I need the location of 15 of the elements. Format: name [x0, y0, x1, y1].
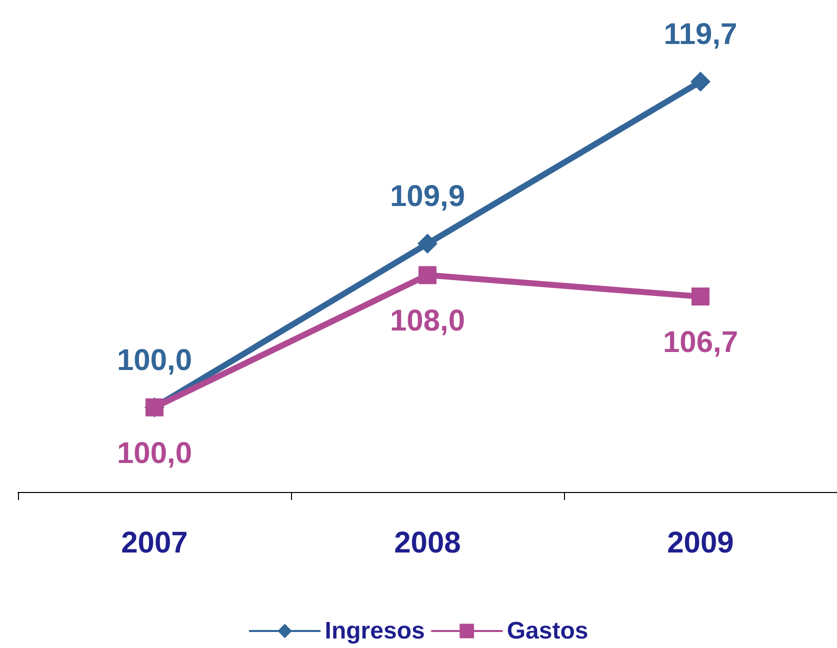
point — [690, 72, 710, 92]
point — [692, 288, 710, 306]
x-tick-label: 2009 — [667, 526, 734, 560]
x-tick-label: 2008 — [394, 526, 461, 560]
legend-label: Ingresos — [324, 618, 425, 644]
point — [418, 234, 438, 254]
data-label: 119,7 — [664, 18, 738, 52]
data-label: 100,0 — [116, 344, 192, 377]
legend-label: Gastos — [506, 618, 588, 644]
data-label: 100,0 — [116, 436, 192, 470]
data-label: 106,7 — [662, 326, 738, 360]
data-label: 109,9 — [390, 180, 466, 214]
x-tick-label: 2007 — [121, 526, 188, 560]
point — [418, 266, 436, 284]
data-label: 108,0 — [390, 304, 466, 338]
